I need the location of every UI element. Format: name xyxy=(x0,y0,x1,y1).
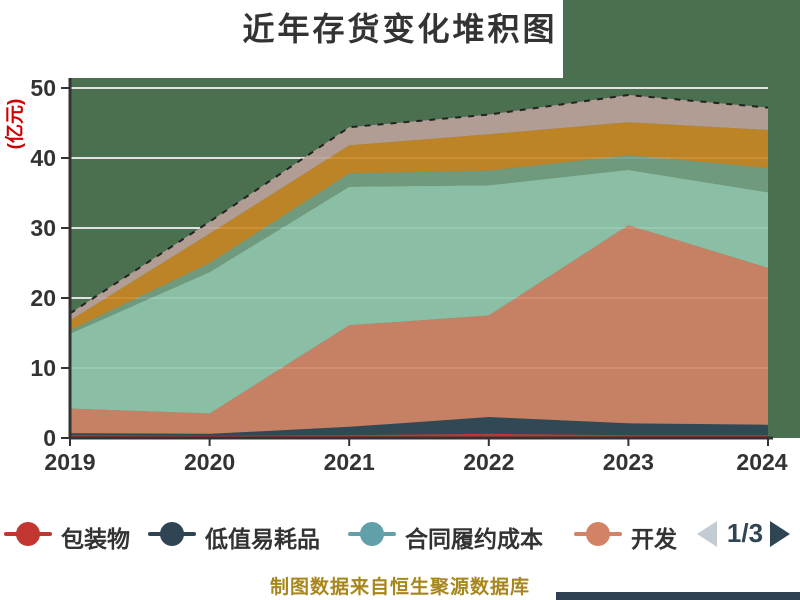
legend-item-label: 包装物 xyxy=(61,526,130,552)
legend-next-page-arrow-icon[interactable] xyxy=(770,521,790,547)
legend-item-kaifa[interactable]: 开发 xyxy=(574,515,688,553)
legend-line-circle-icon xyxy=(4,515,52,553)
x-axis-tick-label: 2019 xyxy=(44,449,96,475)
area-series-8 xyxy=(70,95,768,321)
area-series-2 xyxy=(70,417,768,436)
legend-item-label: 合同履约成本 xyxy=(405,526,543,552)
y-axis-tick-label: 30 xyxy=(30,215,56,241)
legend-item-label: 开发 xyxy=(631,526,677,552)
x-axis-tick-label: 2022 xyxy=(463,449,515,475)
legend-page-indicator: 1/3 xyxy=(726,518,764,548)
legend-item-label: 低值易耗品 xyxy=(205,526,320,552)
x-axis-tick-label: 2021 xyxy=(323,449,375,475)
x-axis-tick-label: 2020 xyxy=(184,449,236,475)
legend-line-circle-icon xyxy=(148,515,196,553)
legend-prev-page-arrow-icon[interactable] xyxy=(697,521,717,547)
legend-item-baozhuangwu[interactable]: 包装物 xyxy=(4,515,144,553)
y-axis-tick-label: 50 xyxy=(30,75,56,101)
legend-item-hetonglvyuechengben[interactable]: 合同履约成本 xyxy=(348,515,564,553)
y-axis-tick-label: 20 xyxy=(30,285,56,311)
y-axis-tick-label: 0 xyxy=(43,425,56,451)
area-series-4 xyxy=(70,225,768,434)
top-right-background-patch xyxy=(563,0,800,78)
legend-line-circle-icon xyxy=(348,515,396,553)
y-axis-tick-label: 40 xyxy=(30,145,56,171)
area-series-7 xyxy=(70,122,768,331)
legend: 包装物 低值易耗品 合同履约成本 开发 xyxy=(0,515,800,553)
x-axis-tick-label: 2024 xyxy=(736,449,788,475)
footer-bar xyxy=(556,592,800,600)
stack-top-dashed-line xyxy=(69,93,769,315)
y-axis-tick-label: 10 xyxy=(30,355,56,381)
area-series-5 xyxy=(70,169,768,414)
x-axis-tick-label: 2023 xyxy=(602,449,654,475)
legend-line-circle-icon xyxy=(574,515,622,553)
chart-title: 近年存货变化堆积图 xyxy=(242,11,558,47)
legend-item-dizhiyihaopin[interactable]: 低值易耗品 xyxy=(148,515,340,553)
data-source-note: 制图数据来自恒生聚源数据库 xyxy=(269,577,530,598)
area-series-6 xyxy=(70,155,768,334)
